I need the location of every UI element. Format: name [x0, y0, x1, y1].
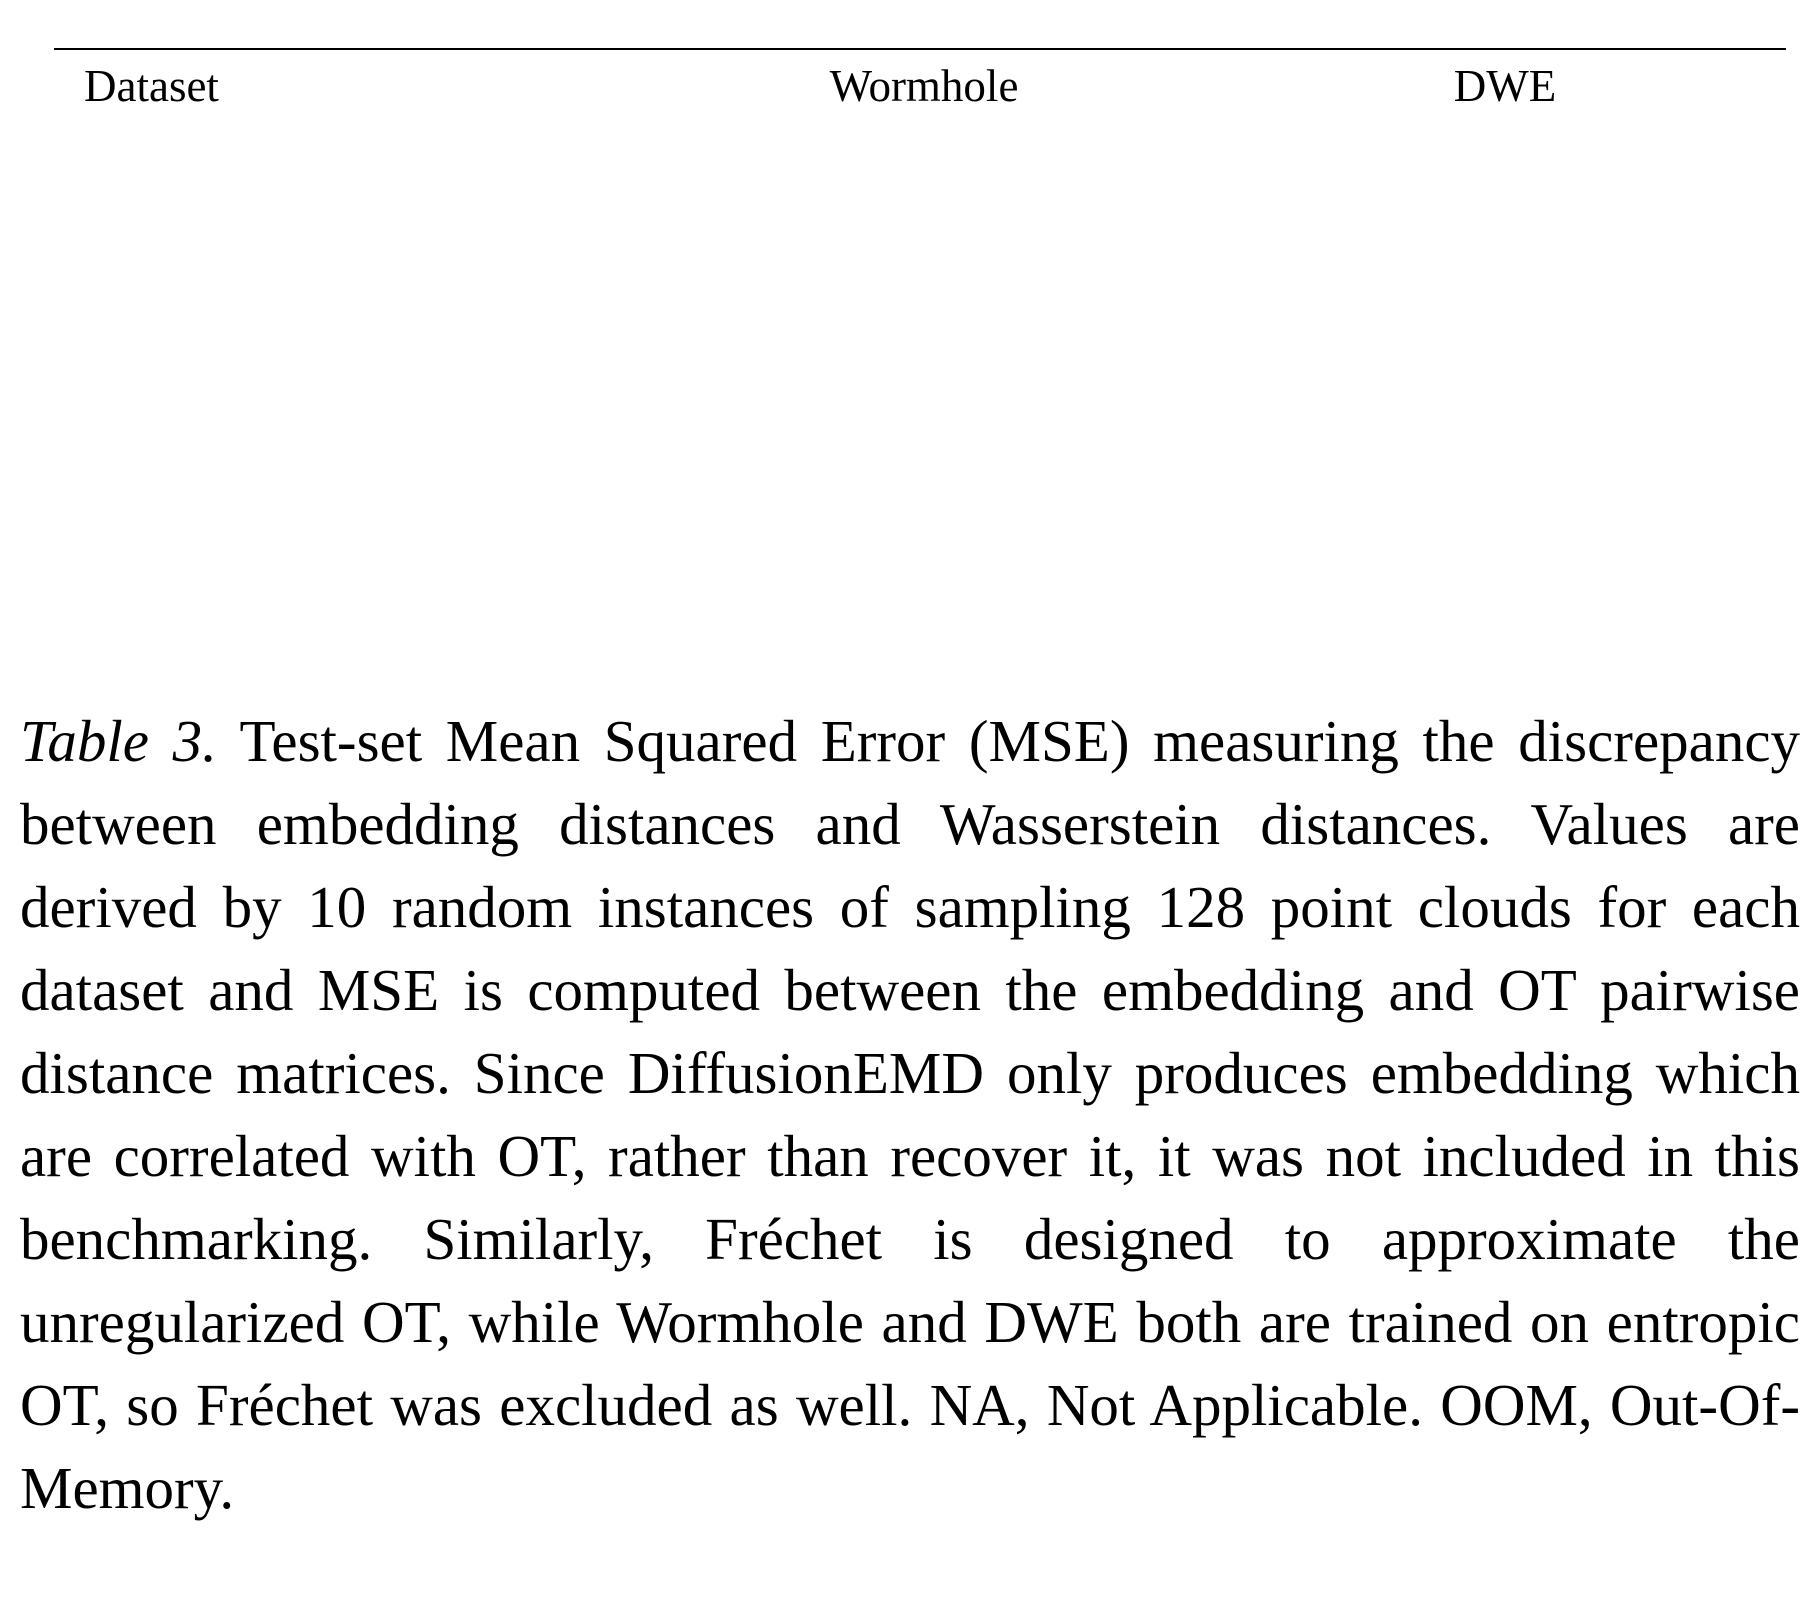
- header-wormhole: Wormhole: [624, 48, 1224, 122]
- caption-text: Test-set Mean Squared Error (MSE) measur…: [20, 708, 1801, 1521]
- table-caption: Table 3. Test-set Mean Squared Error (MS…: [20, 700, 1800, 1530]
- caption-label: Table 3.: [20, 708, 217, 774]
- header-dataset: Dataset: [54, 48, 624, 122]
- results-table-container: Dataset Wormhole DWE: [54, 48, 1786, 122]
- header-dwe: DWE: [1224, 48, 1786, 122]
- table-header-row: Dataset Wormhole DWE: [54, 48, 1786, 122]
- results-table: Dataset Wormhole DWE: [54, 48, 1786, 122]
